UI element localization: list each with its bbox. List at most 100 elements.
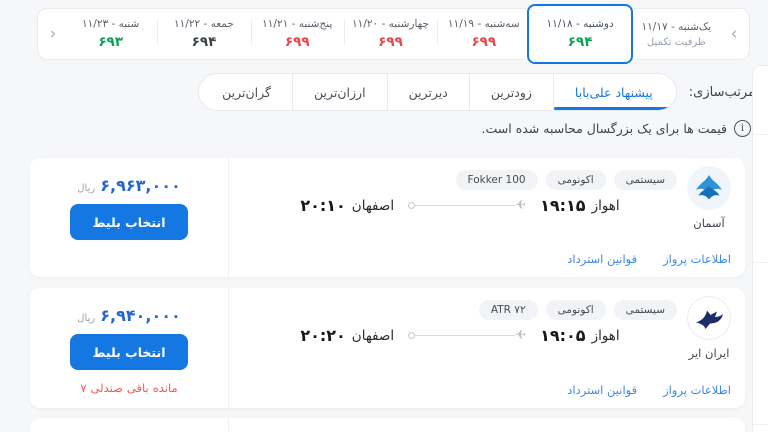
sidebar-section-divider — [753, 134, 768, 135]
date-cell-tuesday[interactable]: سه‌شنبه - ۱۱/۱۹ ۶۹۹ — [437, 9, 530, 59]
tab-latest[interactable]: دیرترین — [386, 74, 469, 110]
flight-card-iranair: ایران ایر سیستمی اکونومی ATR ۷۲ اهواز ۱۹… — [30, 288, 745, 408]
date-carousel: › یک‌شنبه - ۱۱/۱۷ ظرفیت تکمیل دوشنبه - ۱… — [37, 4, 750, 64]
departure: اهواز ۱۹:۱۵ — [540, 196, 620, 215]
airline-block: ایران ایر — [681, 296, 737, 360]
tab-alibaba-suggestion[interactable]: پیشنهاد علی‌بابا — [552, 74, 676, 110]
route-track — [415, 335, 516, 336]
arrival-time: ۲۰:۲۰ — [300, 326, 346, 345]
select-ticket-button[interactable]: انتخاب بلیط — [70, 334, 188, 370]
price-amount: ۶,۹۶۳,۰۰۰ — [100, 176, 181, 195]
date-cell-wednesday[interactable]: چهارشنبه - ۱۱/۲۰ ۶۹۹ — [343, 9, 437, 59]
flight-info-link[interactable]: اطلاعات پرواز — [663, 383, 731, 397]
date-cell-friday[interactable]: جمعه - ۱۱/۲۲ ۶۹۴ — [157, 9, 250, 59]
aseman-airlines-logo — [687, 166, 731, 210]
tab-cheapest[interactable]: ارزان‌ترین — [291, 74, 387, 110]
price: ۶,۹۴۰,۰۰۰ ریال — [77, 306, 180, 325]
date-cell-label: سه‌شنبه - ۱۱/۱۹ — [447, 18, 520, 30]
date-cell-price: ۶۹۹ — [284, 34, 310, 50]
tab-most-expensive[interactable]: گران‌ترین — [222, 84, 271, 100]
currency-label: ریال — [77, 313, 96, 324]
flight-route: اهواز ۱۹:۰۵ ✈ اصفهان ۲۰:۲۰ — [259, 326, 661, 345]
airline-name: ایران ایر — [688, 346, 730, 360]
select-ticket-button[interactable]: انتخاب بلیط — [70, 204, 188, 240]
departure-time: ۱۹:۰۵ — [540, 326, 586, 345]
tab-earliest[interactable]: زودترین — [468, 74, 553, 110]
route-endpoint-dot — [408, 202, 416, 209]
adult-price-notice: i قیمت ها برای یک بزرگسال محاسبه شده است… — [482, 120, 751, 137]
date-cell-label: چهارشنبه - ۱۱/۲۰ — [352, 18, 429, 30]
refund-rules-link[interactable]: قوانین استرداد — [567, 252, 638, 266]
flight-card-details: آسمان سیستمی اکونومی Fokker 100 اهواز ۱۹… — [228, 158, 745, 277]
chevron-right-icon[interactable]: › — [730, 24, 738, 44]
date-cell-thursday[interactable]: پنج‌شنبه - ۱۱/۲۱ ۶۹۹ — [250, 9, 344, 59]
arrival-city: اصفهان — [351, 197, 395, 214]
route-line: ✈ — [408, 328, 527, 343]
flight-card-details: ایران ایر سیستمی اکونومی ATR ۷۲ اهواز ۱۹… — [228, 288, 745, 408]
price: ۶,۹۶۳,۰۰۰ ریال — [77, 176, 180, 195]
date-cell-sunday[interactable]: یک‌شنبه - ۱۱/۱۷ ظرفیت تکمیل — [629, 9, 723, 59]
tag-booking-type: سیستمی — [613, 300, 677, 320]
flight-card-aseman: آسمان سیستمی اکونومی Fokker 100 اهواز ۱۹… — [30, 158, 745, 277]
date-cell-label: دوشنبه - ۱۱/۱۸ — [546, 18, 614, 30]
info-icon: i — [734, 120, 751, 137]
route-track — [415, 205, 516, 206]
date-cell-price: ۶۹۳ — [98, 34, 124, 50]
date-cell-label: پنج‌شنبه - ۱۱/۲۱ — [262, 18, 333, 30]
airline-block: آسمان — [681, 166, 737, 230]
sidebar-section-divider — [753, 262, 768, 263]
chevron-left-icon[interactable]: ‹ — [49, 24, 57, 44]
plane-icon: ✈ — [515, 198, 527, 213]
notice-text: قیمت ها برای یک بزرگسال محاسبه شده است. — [481, 121, 727, 136]
flight-tags: سیستمی اکونومی Fokker 100 — [455, 170, 677, 190]
arrival-time: ۲۰:۱۰ — [300, 196, 346, 215]
tag-aircraft-model: ATR ۷۲ — [478, 300, 538, 320]
flight-card-partial — [30, 418, 745, 432]
arrival: اصفهان ۲۰:۲۰ — [300, 326, 394, 345]
price-column — [30, 418, 228, 432]
route-endpoint-dot — [408, 332, 416, 339]
capacity-full-label: ظرفیت تکمیل — [646, 36, 706, 48]
sort-tabs: پیشنهاد علی‌بابا زودترین دیرترین ارزان‌ت… — [198, 73, 677, 111]
price-amount: ۶,۹۴۰,۰۰۰ — [100, 306, 181, 325]
departure-time: ۱۹:۱۵ — [540, 196, 586, 215]
price-column: ۶,۹۶۳,۰۰۰ ریال انتخاب بلیط — [30, 158, 228, 277]
plane-icon: ✈ — [515, 328, 527, 343]
refund-rules-link[interactable]: قوانین استرداد — [567, 383, 638, 397]
date-cell-label: شنبه - ۱۱/۲۳ — [82, 18, 140, 30]
tag-booking-type: سیستمی — [613, 170, 677, 190]
flight-route: اهواز ۱۹:۱۵ ✈ اصفهان ۲۰:۱۰ — [259, 196, 661, 215]
arrival: اصفهان ۲۰:۱۰ — [300, 196, 394, 215]
currency-label: ریال — [77, 183, 96, 194]
route-line: ✈ — [408, 198, 527, 213]
date-cell-price: ۶۹۴ — [191, 34, 217, 50]
airline-name: آسمان — [693, 216, 725, 230]
tag-aircraft-model: Fokker 100 — [455, 170, 538, 190]
date-cell-monday-selected[interactable]: دوشنبه - ۱۱/۱۸ ۶۹۴ — [527, 4, 633, 64]
sidebar-section-divider — [753, 424, 768, 425]
departure-city: اهواز — [591, 327, 620, 344]
flight-links: اطلاعات پرواز قوانین استرداد — [567, 252, 731, 266]
price-column: ۶,۹۴۰,۰۰۰ ریال انتخاب بلیط ۷ صندلی باقی مان… — [30, 288, 228, 408]
date-cell-label: یک‌شنبه - ۱۱/۱۷ — [641, 20, 712, 33]
sort-row: مرتب‌سازی: پیشنهاد علی‌بابا زودترین دیرت… — [198, 73, 755, 111]
tag-cabin-class: اکونومی — [545, 170, 606, 190]
date-cell-label: جمعه - ۱۱/۲۲ — [174, 18, 234, 30]
flight-tags: سیستمی اکونومی ATR ۷۲ — [478, 300, 677, 320]
date-cell-price: ۶۹۹ — [471, 34, 497, 50]
iran-air-logo — [687, 296, 731, 340]
departure-city: اهواز — [591, 197, 620, 214]
date-cell-saturday[interactable]: شنبه - ۱۱/۲۳ ۶۹۳ — [64, 9, 157, 59]
flight-card-details — [228, 418, 745, 432]
flight-links: اطلاعات پرواز قوانین استرداد — [567, 383, 731, 397]
flight-info-link[interactable]: اطلاعات پرواز — [663, 252, 731, 266]
tag-cabin-class: اکونومی — [545, 300, 606, 320]
filter-sidebar-edge — [752, 65, 768, 432]
arrival-city: اصفهان — [351, 327, 395, 344]
date-cell-price: ۶۹۴ — [567, 34, 593, 50]
departure: اهواز ۱۹:۰۵ — [540, 326, 620, 345]
seats-remaining-note: ۷ صندلی باقی مانده — [80, 381, 178, 395]
date-cell-price: ۶۹۹ — [378, 34, 403, 50]
sort-label: مرتب‌سازی: — [688, 84, 755, 100]
